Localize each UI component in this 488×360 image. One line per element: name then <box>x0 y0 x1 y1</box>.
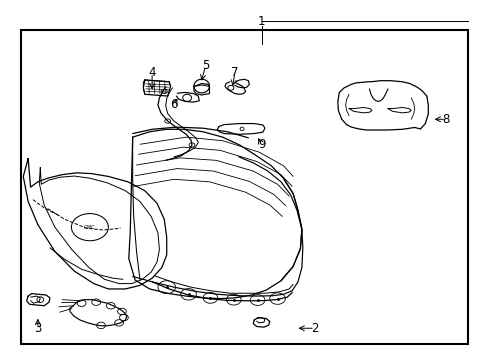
Text: 2: 2 <box>311 322 318 335</box>
Text: 4: 4 <box>148 66 156 79</box>
Text: GMC: GMC <box>84 225 95 230</box>
Bar <box>21 30 467 344</box>
Text: 1: 1 <box>257 14 264 27</box>
Text: 3: 3 <box>34 322 41 335</box>
Text: 6: 6 <box>170 99 177 112</box>
Text: 7: 7 <box>230 66 238 79</box>
Text: 9: 9 <box>257 138 264 151</box>
Text: 5: 5 <box>202 59 209 72</box>
Text: 8: 8 <box>442 113 449 126</box>
